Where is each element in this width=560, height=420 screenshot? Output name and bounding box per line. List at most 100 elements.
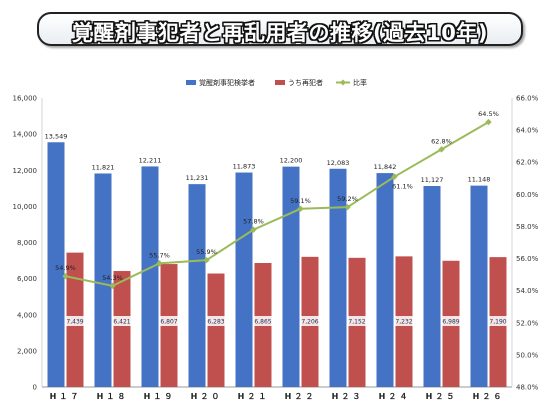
x-tick-label: H２６ bbox=[473, 392, 505, 401]
legend-label-offenders: 覚醒剤事犯検挙者 bbox=[199, 78, 255, 87]
ratio-label: 54.9% bbox=[55, 264, 76, 272]
bar-repeat bbox=[113, 271, 131, 387]
bar-label-repeat-bg bbox=[440, 316, 462, 326]
bar-label-repeat: 6,421 bbox=[113, 319, 130, 326]
legend-label-ratio: 比率 bbox=[353, 78, 367, 87]
bar-label-repeat: 6,989 bbox=[442, 319, 459, 326]
chart-title-banner: 覚醒剤事犯者と再乱用者の推移(過去10年) bbox=[37, 12, 523, 46]
ratio-label: 57.8% bbox=[243, 218, 264, 226]
ratio-label: 59.1% bbox=[290, 197, 311, 205]
bar-label-offenders: 12,211 bbox=[139, 156, 162, 164]
ratio-line bbox=[65, 121, 490, 287]
bar-offenders bbox=[141, 166, 159, 387]
bar-label-offenders: 11,842 bbox=[374, 163, 397, 171]
bar-label-repeat-bg bbox=[487, 316, 509, 326]
bar-label-offenders: 12,083 bbox=[327, 159, 350, 167]
y-tick-right: 62.0% bbox=[516, 159, 539, 167]
y-tick-left: 16,000 bbox=[13, 95, 38, 103]
ratio-point bbox=[297, 205, 304, 212]
ratio-point bbox=[250, 226, 257, 233]
bar-label-offenders: 11,821 bbox=[92, 163, 115, 171]
y-tick-left: 8,000 bbox=[17, 239, 37, 247]
legend-label-repeat: うち再犯者 bbox=[288, 78, 323, 87]
bar-offenders bbox=[423, 186, 441, 387]
ratio-label: 55.7% bbox=[149, 251, 170, 259]
bar-label-repeat: 6,865 bbox=[254, 319, 271, 326]
bar-label-repeat-bg bbox=[111, 316, 133, 326]
ratio-point bbox=[62, 273, 69, 280]
y-tick-left: 2,000 bbox=[17, 347, 37, 355]
y-tick-right: 50.0% bbox=[516, 351, 539, 359]
bar-label-repeat: 6,807 bbox=[160, 319, 177, 326]
x-tick-label: H２１ bbox=[238, 392, 270, 401]
bar-label-offenders: 11,231 bbox=[186, 174, 209, 182]
bar-label-repeat-bg bbox=[205, 316, 227, 326]
ratio-point bbox=[344, 203, 351, 211]
ratio-point bbox=[109, 282, 116, 290]
ratio-label: 54.3% bbox=[102, 274, 123, 282]
x-tick-label: H１９ bbox=[144, 392, 176, 401]
bar-label-repeat: 7,206 bbox=[301, 319, 318, 326]
bar-label-repeat: 7,152 bbox=[348, 319, 365, 326]
bar-offenders bbox=[329, 168, 347, 387]
ratio-label: 62.8% bbox=[431, 137, 452, 145]
bar-label-offenders: 12,200 bbox=[280, 157, 303, 165]
bar-offenders bbox=[376, 173, 394, 387]
y-tick-right: 56.0% bbox=[516, 255, 539, 263]
bar-label-repeat: 7,232 bbox=[395, 319, 412, 326]
bar-label-offenders: 11,873 bbox=[233, 163, 256, 171]
ratio-point bbox=[203, 256, 210, 264]
chart-title: 覚醒剤事犯者と再乱用者の推移(過去10年) bbox=[72, 21, 488, 45]
bar-offenders bbox=[94, 173, 112, 387]
ratio-point bbox=[156, 260, 163, 267]
bar-label-repeat-bg bbox=[346, 316, 368, 326]
bar-offenders bbox=[235, 172, 253, 387]
y-tick-right: 52.0% bbox=[516, 319, 539, 327]
bar-label-repeat: 7,439 bbox=[66, 319, 83, 326]
bar-label-repeat-bg bbox=[393, 316, 415, 326]
bar-label-repeat-bg bbox=[299, 316, 321, 326]
y-tick-right: 60.0% bbox=[516, 191, 539, 199]
ratio-label: 59.2% bbox=[337, 195, 358, 203]
bar-label-repeat: 7,190 bbox=[489, 319, 506, 326]
bar-label-repeat-bg bbox=[158, 316, 180, 326]
x-tick-label: H２４ bbox=[379, 392, 411, 401]
bar-offenders bbox=[282, 166, 300, 387]
x-tick-label: H２５ bbox=[426, 392, 458, 401]
ratio-point bbox=[391, 173, 398, 180]
bar-label-repeat-bg bbox=[64, 316, 86, 326]
y-tick-right: 64.0% bbox=[516, 127, 539, 135]
x-tick-label: H２３ bbox=[332, 392, 364, 401]
legend-swatch-offenders bbox=[186, 80, 196, 85]
x-tick-label: H１７ bbox=[50, 392, 82, 401]
ratio-label: 64.5% bbox=[478, 110, 499, 118]
bar-repeat bbox=[207, 273, 225, 387]
y-tick-left: 6,000 bbox=[17, 275, 37, 283]
y-tick-left: 10,000 bbox=[13, 203, 38, 211]
y-tick-left: 0 bbox=[33, 384, 37, 392]
bar-label-repeat: 6,283 bbox=[207, 319, 224, 326]
ratio-point bbox=[485, 118, 492, 126]
ratio-point bbox=[438, 146, 445, 153]
y-tick-right: 66.0% bbox=[516, 95, 539, 103]
legend-swatch-repeat bbox=[275, 80, 285, 85]
bar-label-offenders: 11,127 bbox=[421, 176, 444, 184]
ratio-label: 61.1% bbox=[392, 183, 413, 191]
x-tick-label: H２２ bbox=[285, 392, 317, 401]
y-tick-left: 12,000 bbox=[13, 167, 38, 175]
bar-label-offenders: 13,549 bbox=[45, 132, 68, 140]
bar-offenders bbox=[47, 142, 65, 387]
y-tick-right: 48.0% bbox=[516, 384, 539, 392]
y-tick-left: 4,000 bbox=[17, 311, 37, 319]
ratio-label: 55.9% bbox=[196, 248, 217, 256]
y-tick-right: 54.0% bbox=[516, 287, 539, 295]
bar-offenders bbox=[188, 184, 206, 387]
bar-offenders bbox=[470, 185, 488, 387]
y-tick-right: 58.0% bbox=[516, 223, 539, 231]
bar-label-offenders: 11,148 bbox=[468, 176, 491, 184]
y-tick-left: 14,000 bbox=[13, 131, 38, 139]
legend-marker-ratio bbox=[340, 79, 346, 86]
x-tick-label: H１８ bbox=[97, 392, 129, 401]
x-tick-label: H２０ bbox=[191, 392, 223, 401]
